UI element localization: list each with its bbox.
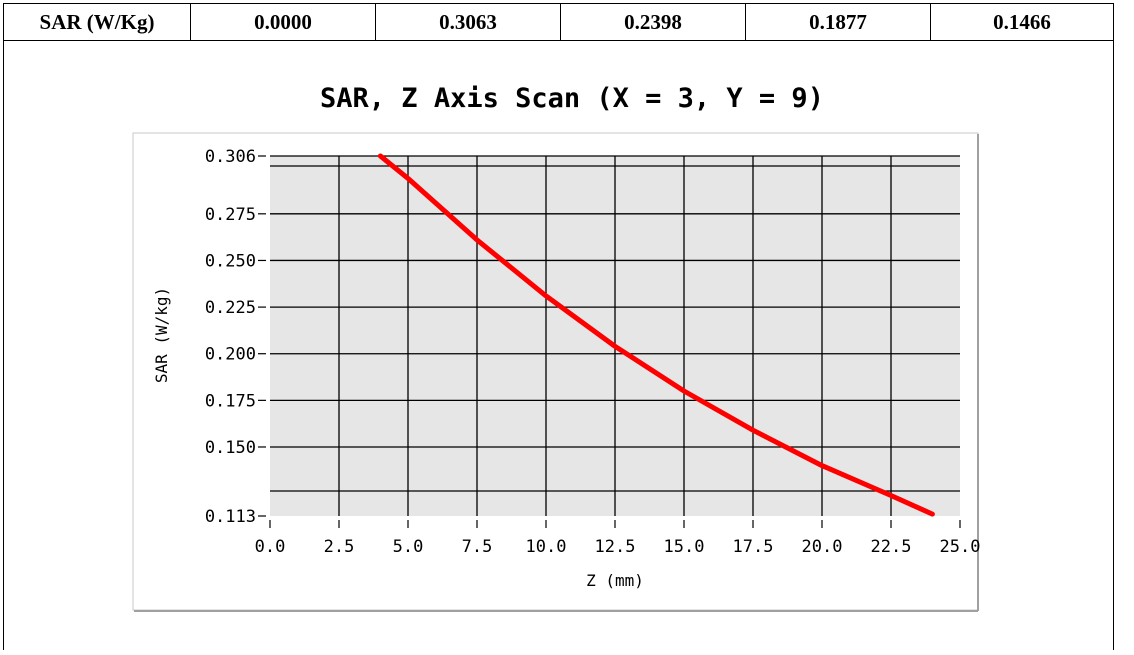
series-layer xyxy=(377,153,935,517)
y-tick-label: 0.225 xyxy=(205,298,256,318)
chart-title: SAR, Z Axis Scan (X = 3, Y = 9) xyxy=(320,83,824,114)
x-axis: 0.0 2.5 5.0 7.5 10.0 12.5 15.0 17.5 20.0 22.5 25.0 xyxy=(255,520,981,557)
x-tick-label: 12.5 xyxy=(595,537,636,557)
sar-value-cell: 0.2398 xyxy=(560,4,745,40)
x-tick-label: 25.0 xyxy=(940,537,981,557)
y-tick-label: 0.275 xyxy=(205,205,256,225)
x-axis-label: Z (mm) xyxy=(586,571,644,590)
y-tick-label: 0.150 xyxy=(205,438,256,458)
sar-value-cell: 0.0000 xyxy=(190,4,375,40)
sar-series-line xyxy=(377,153,935,517)
x-tick-label: 2.5 xyxy=(324,537,355,557)
frame-left-border xyxy=(3,40,4,650)
grid xyxy=(270,155,960,516)
x-tick-label: 15.0 xyxy=(664,537,705,557)
x-tick-label: 0.0 xyxy=(255,537,286,557)
sar-table-row: SAR (W/Kg) 0.0000 0.3063 0.2398 0.1877 0… xyxy=(3,3,1114,41)
y-tick-label: 0.250 xyxy=(205,251,256,271)
sar-value-cell: 0.1466 xyxy=(930,4,1113,40)
y-tick-label: 0.306 xyxy=(205,147,256,167)
frame-right-border xyxy=(1113,40,1114,650)
x-tick-label: 10.0 xyxy=(526,537,567,557)
x-tick-label: 5.0 xyxy=(393,537,424,557)
y-axis-label: SAR (W/kg) xyxy=(152,287,171,383)
sar-value-cell: 0.3063 xyxy=(375,4,560,40)
sar-value-cell: 0.1877 xyxy=(745,4,930,40)
y-tick-label: 0.175 xyxy=(205,391,256,411)
x-tick-label: 17.5 xyxy=(733,537,774,557)
x-tick-label: 22.5 xyxy=(871,537,912,557)
y-tick-label: 0.200 xyxy=(205,345,256,365)
y-axis: 0.306 0.275 0.250 0.225 0.200 0.175 0.150 0.113 xyxy=(205,147,266,527)
x-tick-label: 20.0 xyxy=(802,537,843,557)
x-tick-label: 7.5 xyxy=(462,537,493,557)
y-tick-label: 0.113 xyxy=(205,507,256,527)
sar-header-cell: SAR (W/Kg) xyxy=(39,9,155,34)
